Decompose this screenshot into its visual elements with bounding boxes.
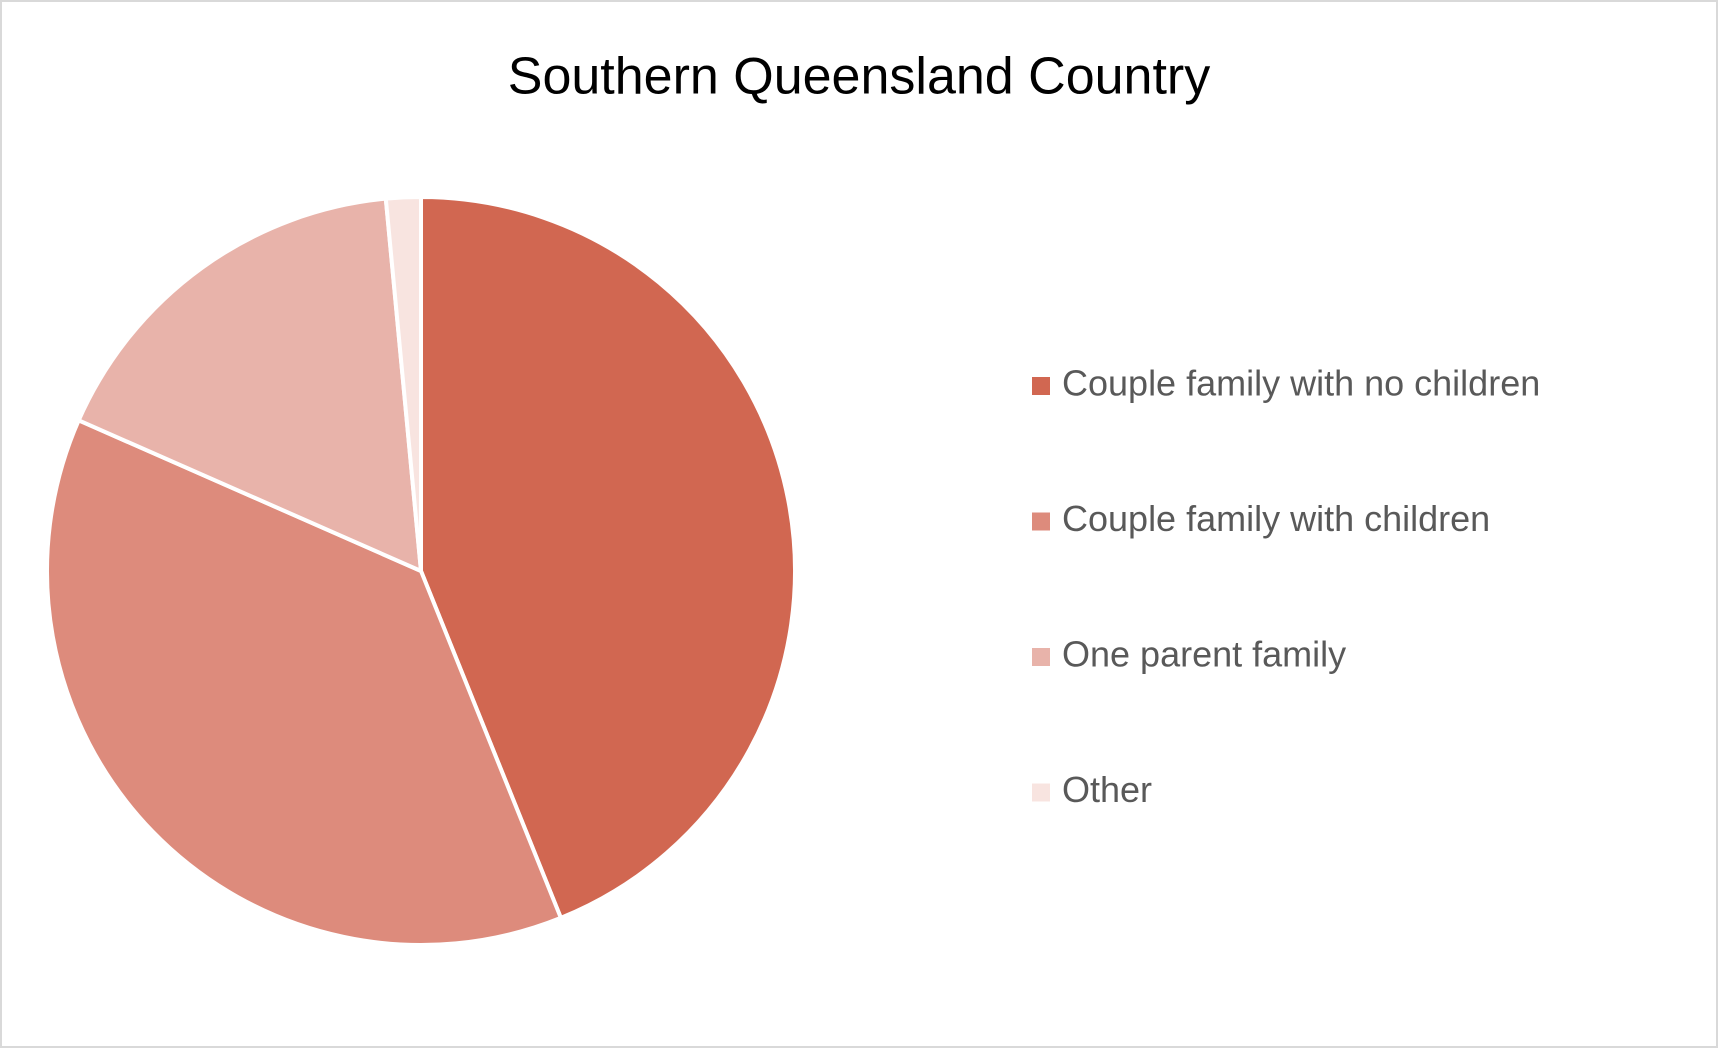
legend-swatch bbox=[1032, 648, 1050, 666]
pie-slice bbox=[419, 194, 798, 921]
legend-label: Other bbox=[1062, 769, 1152, 810]
chart-title: Southern Queensland Country bbox=[508, 48, 1210, 106]
legend-label: Couple family with no children bbox=[1062, 363, 1540, 404]
pie-slice bbox=[383, 194, 423, 572]
pie-slice bbox=[45, 417, 564, 947]
legend-label: Couple family with children bbox=[1062, 498, 1490, 539]
legend-swatch bbox=[1032, 377, 1050, 395]
legend-label: One parent family bbox=[1062, 634, 1346, 675]
legend-swatch bbox=[1032, 783, 1050, 802]
legend-swatch bbox=[1032, 512, 1050, 531]
pie-slice bbox=[76, 196, 424, 575]
